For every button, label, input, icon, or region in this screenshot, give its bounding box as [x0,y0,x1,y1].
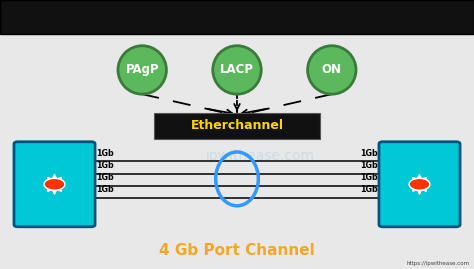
Ellipse shape [213,46,261,94]
Text: 1Gb: 1Gb [361,161,378,170]
Text: 1Gb: 1Gb [361,186,378,194]
Text: EtherChannel Modes - PAGP, LACP & On Mode: EtherChannel Modes - PAGP, LACP & On Mod… [73,10,401,23]
Text: 4 Gb Port Channel: 4 Gb Port Channel [159,243,315,258]
Text: Etherchannel: Etherchannel [191,119,283,132]
Circle shape [409,178,430,190]
Text: 1Gb: 1Gb [96,186,113,194]
Text: 1Gb: 1Gb [361,149,378,158]
Ellipse shape [118,46,166,94]
Text: https://ipwithease.com: https://ipwithease.com [406,261,469,266]
Text: 1Gb: 1Gb [96,174,113,182]
FancyBboxPatch shape [14,142,95,227]
FancyBboxPatch shape [0,0,474,34]
Text: ipwithease.com: ipwithease.com [206,149,315,163]
Text: ON: ON [322,63,342,76]
Text: 1Gb: 1Gb [361,174,378,182]
Text: LACP: LACP [220,63,254,76]
Circle shape [44,178,65,190]
Text: PAgP: PAgP [126,63,159,76]
Text: 1Gb: 1Gb [96,161,113,170]
FancyBboxPatch shape [154,113,320,139]
Text: 1Gb: 1Gb [96,149,113,158]
FancyBboxPatch shape [379,142,460,227]
Ellipse shape [308,46,356,94]
